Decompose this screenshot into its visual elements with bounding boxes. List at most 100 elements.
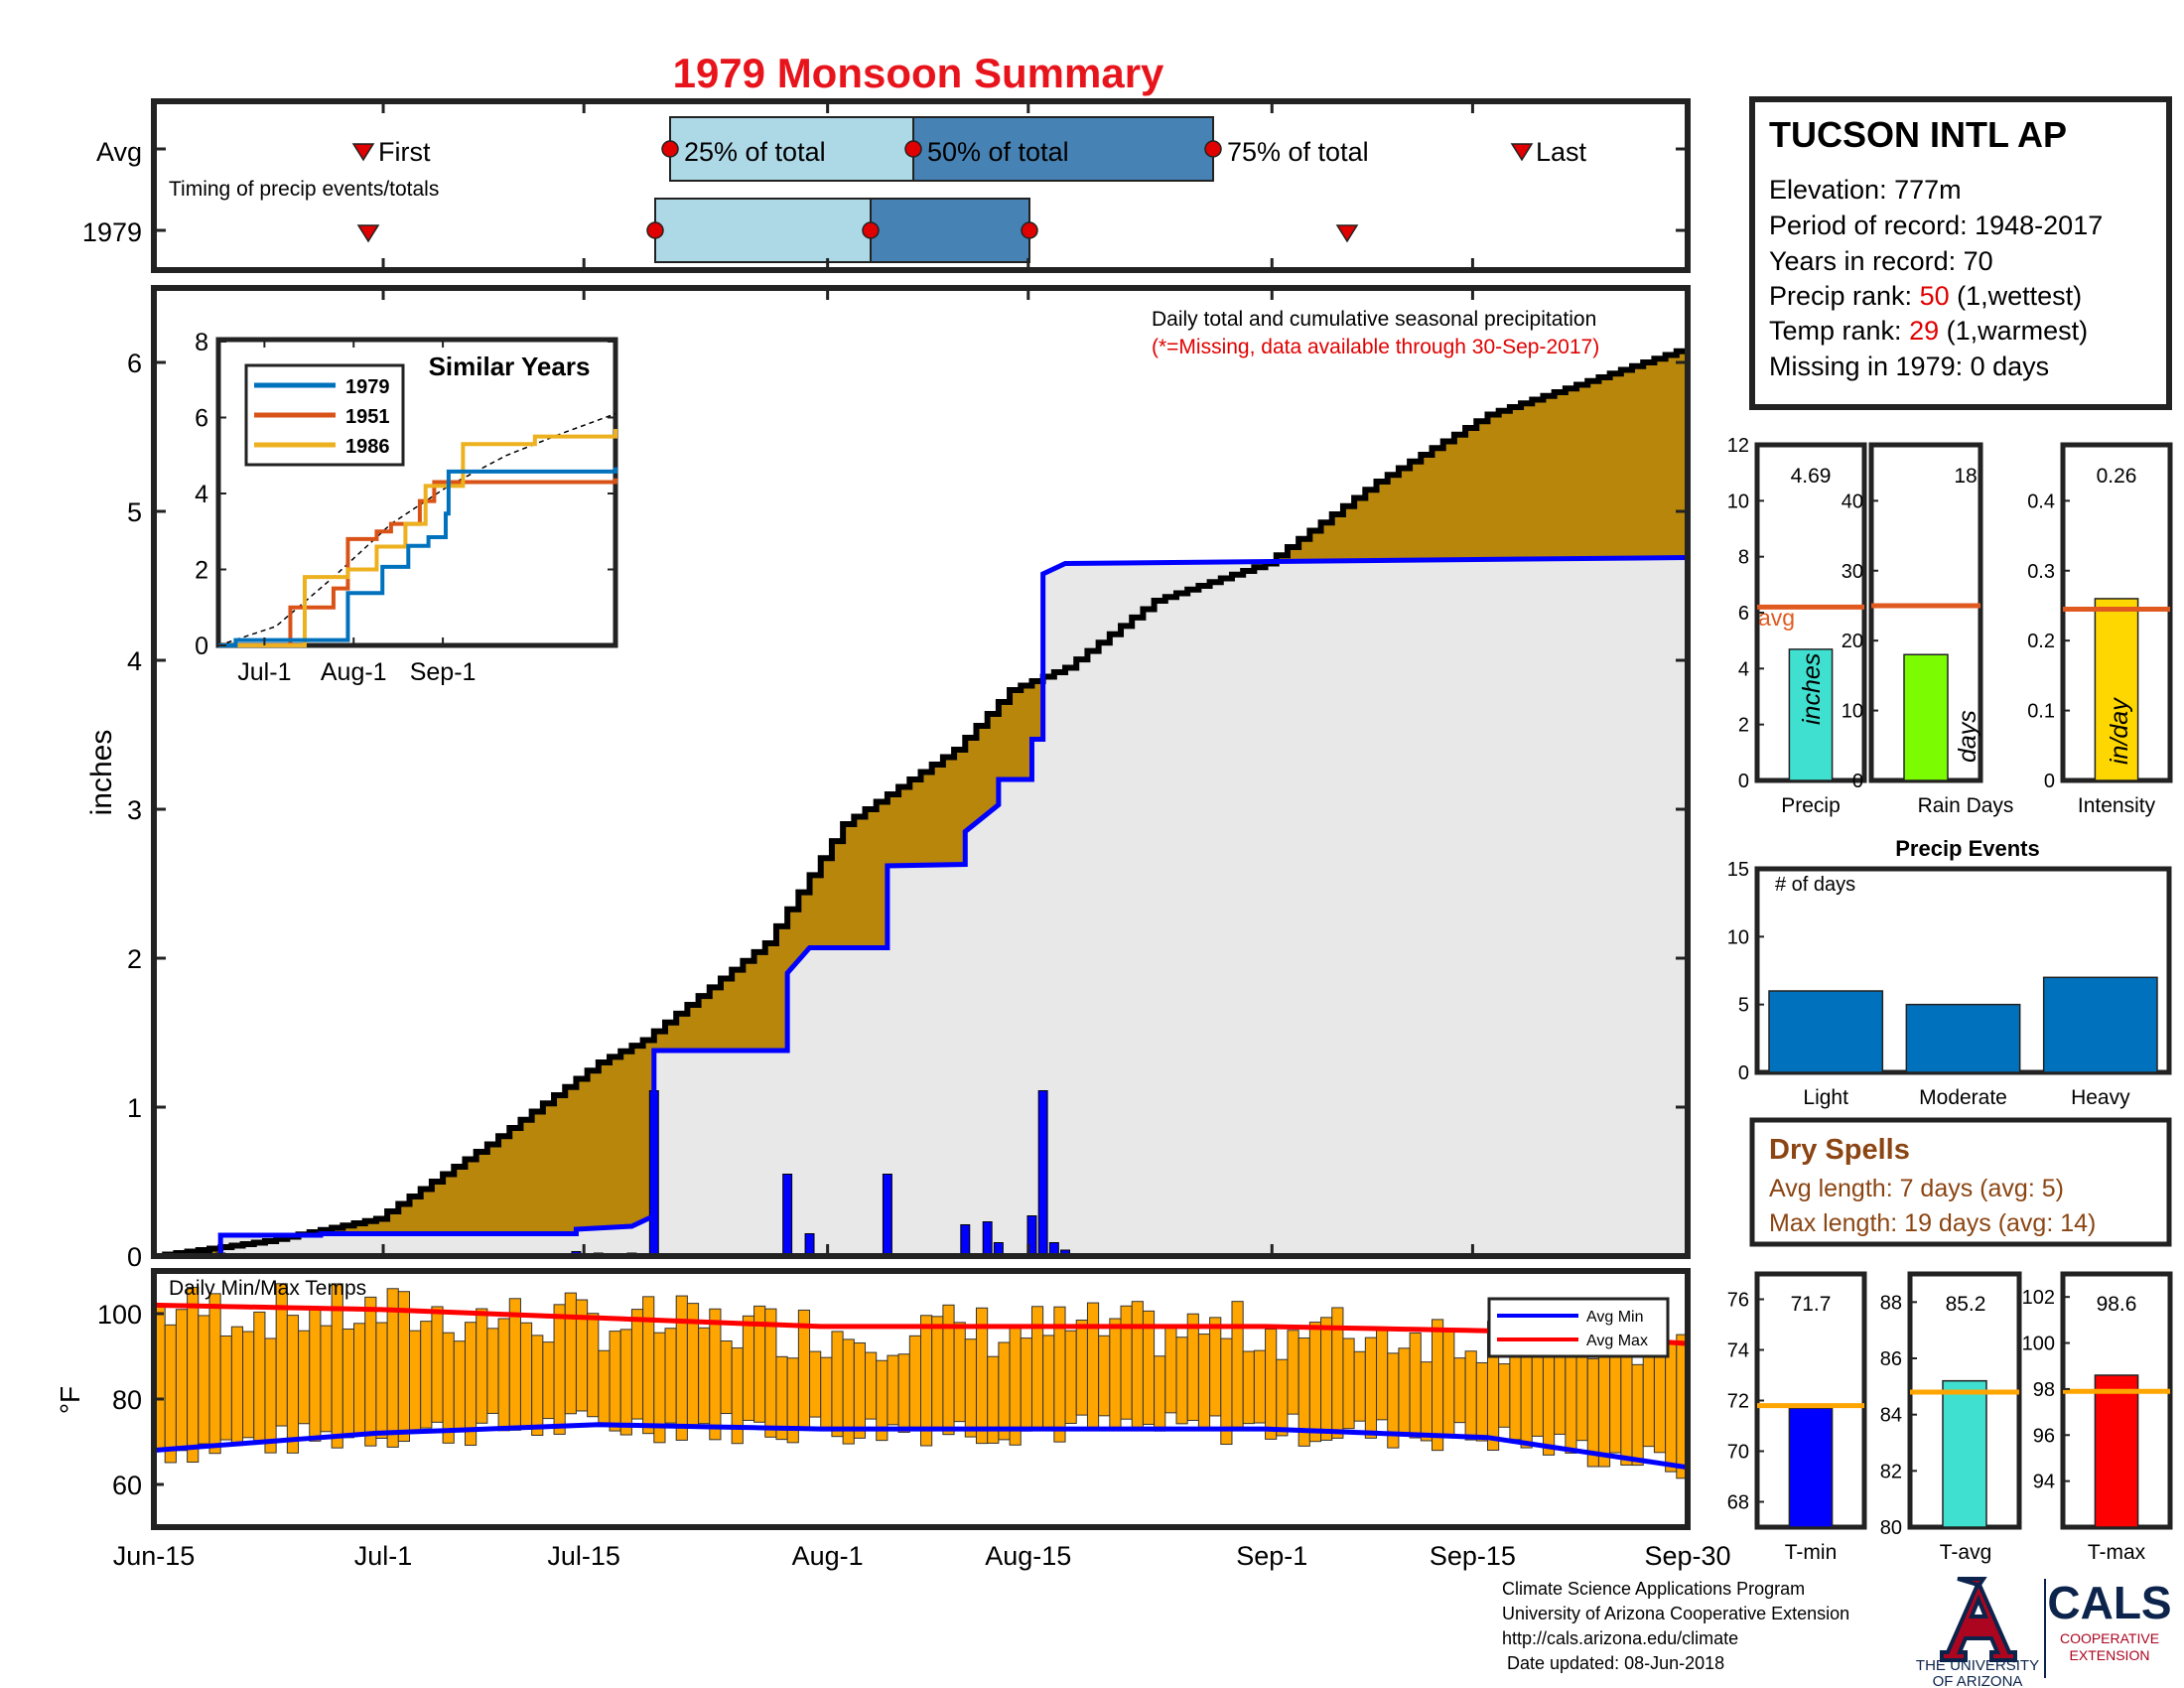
temp-bar-59 [809,1350,822,1418]
temp-bar-49 [698,1327,711,1425]
temp-bar-36 [553,1304,566,1435]
mp-precip-yticks-label-5: 10 [1727,491,1749,512]
station-period: Period of record: 1948-2017 [1769,211,2103,240]
mp-int-yticks-label-4: 0.4 [2027,491,2055,512]
temp-bar-31 [497,1318,510,1432]
main-xtick-label-3: Aug-1 [792,1541,864,1571]
tmax-bar [2094,1374,2139,1528]
main-ylabel: inches [85,730,118,816]
temp-bar-11 [275,1283,288,1427]
ua-line1: THE UNIVERSITY [1916,1657,2039,1674]
cumulative-1979-line [154,555,1689,1259]
q75-label: 75% of total [1227,137,1369,167]
daily-precip-bar-9 [960,1224,971,1257]
temp-bar-115 [1432,1319,1444,1452]
precip-inner-label: inches [1798,653,1826,725]
temp-bar-9 [253,1311,266,1442]
temp-ytick-label-1: 80 [112,1385,142,1415]
temp-bar-90 [1154,1355,1166,1432]
cals-wordmark: CALS [2047,1577,2171,1628]
temp-bar-83 [1075,1319,1088,1416]
temp-bar-107 [1342,1337,1355,1430]
main-ytick-label-6: 6 [127,349,142,378]
q25-marker-avg [661,140,679,158]
temp-bar-63 [853,1341,867,1439]
temp-bar-121 [1498,1363,1511,1428]
main-ytick-label-1: 1 [127,1093,142,1123]
tmin-bar [1788,1407,1834,1528]
temp-bar-117 [1453,1357,1466,1424]
temp-bar-1 [164,1324,177,1464]
temp-bar-133 [1631,1363,1644,1467]
q50-marker-avg [904,140,922,158]
temp-bar-60 [820,1356,833,1430]
temp-bar-47 [675,1295,688,1441]
inset-xtick-label-0: Jul-1 [237,658,291,686]
first-marker-1979 [356,224,380,243]
temp-bar-3 [187,1287,200,1464]
temp-bar-43 [630,1309,644,1420]
temp-ytick-label-0: 60 [112,1471,142,1500]
first-label: First [378,137,431,167]
temp-bar-17 [341,1328,355,1439]
station-precip-rank: Precip rank: 50 (1,wettest) [1769,281,2082,311]
temp-bar-30 [486,1328,499,1414]
temp-bar-91 [1164,1327,1177,1414]
temp-bar-10 [264,1337,277,1454]
last-marker-1979 [1335,224,1359,243]
temp-bar-66 [887,1354,899,1426]
timing-avg-label: Avg [96,137,142,167]
main-ytick-label-2: 2 [127,944,142,974]
daily-precip-bar-7 [804,1233,815,1257]
tavg-bar [1942,1379,1987,1528]
main-xtick-label-0: Jun-15 [113,1541,196,1571]
tavg-value: 85.2 [1946,1293,1986,1316]
precip-events-panel: Precip Events # of days 0 5 10 15 Light Mode… [1727,836,2172,1109]
temp-bar-13 [298,1330,311,1425]
temp-bar-51 [720,1340,733,1415]
inset-ytick-label-4: 8 [195,329,208,356]
events-ytick-label-1: 5 [1738,995,1749,1017]
temp-bar-33 [519,1322,533,1431]
inset-legend-1951: 1951 [345,406,390,428]
station-years: Years in record: 70 [1769,246,1993,276]
main-xtick-label-5: Sep-1 [1236,1541,1307,1571]
temp-bar-37 [564,1292,577,1415]
temp-bar-70 [931,1316,944,1432]
q75-marker-1979 [1021,221,1038,239]
mt-min-yticks-label-0: 68 [1727,1492,1749,1514]
cals-sub2: EXTENSION [2070,1647,2150,1663]
inset-ytick-label-2: 4 [195,481,208,508]
mt-min-yticks-label-2: 72 [1727,1391,1749,1413]
temp-bar-25 [431,1306,444,1423]
daily-precip-bar-8 [882,1174,892,1257]
q75-marker-avg [1204,140,1222,158]
temp-bar-116 [1442,1330,1455,1438]
mini-precip-panels: 4.69 avg inches Precip 0 2 4 6 8 10 12 18 days… [1727,435,2173,817]
temp-bar-92 [1175,1336,1188,1425]
temp-bar-100 [1265,1329,1278,1440]
mp-int-yticks-label-2: 0.2 [2027,631,2055,652]
temp-bar-44 [642,1296,655,1435]
precip-value: 4.69 [1791,465,1832,488]
temp-bar-32 [508,1298,521,1431]
events-ytick-label-0: 0 [1738,1062,1749,1084]
figure-title: 1979 Monsoon Summary [673,50,1164,96]
inset-1951-line [218,478,617,647]
footer-line3: http://cals.arizona.edu/climate [1502,1628,1739,1648]
main-ytick-label-5: 5 [127,497,142,527]
inset-title: Similar Years [429,352,591,381]
temp-bar-23 [409,1330,422,1434]
temp-bar-118 [1464,1350,1477,1441]
temp-bar-108 [1353,1350,1366,1422]
ua-logo: THE UNIVERSITY OF ARIZONA [1916,1577,2046,1688]
temp-bar-132 [1620,1351,1633,1466]
temp-bar-8 [242,1331,255,1439]
temp-bar-26 [442,1332,455,1444]
temp-bar-123 [1520,1352,1533,1449]
temp-bar-18 [353,1323,366,1435]
ua-block-a-icon [1940,1577,2017,1662]
events-ytick-label-2: 10 [1727,926,1749,948]
temp-bar-7 [230,1326,244,1446]
